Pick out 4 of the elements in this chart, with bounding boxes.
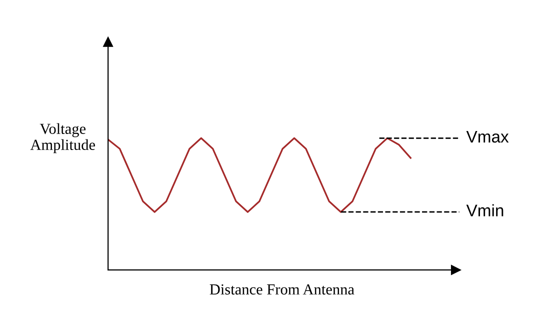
y-axis-title: Voltage Amplitude xyxy=(30,123,96,154)
ref-line-label: Vmax xyxy=(466,131,509,143)
ref-line-label: Vmin xyxy=(466,204,504,216)
x-axis-title: Distance From Antenna xyxy=(210,284,354,295)
